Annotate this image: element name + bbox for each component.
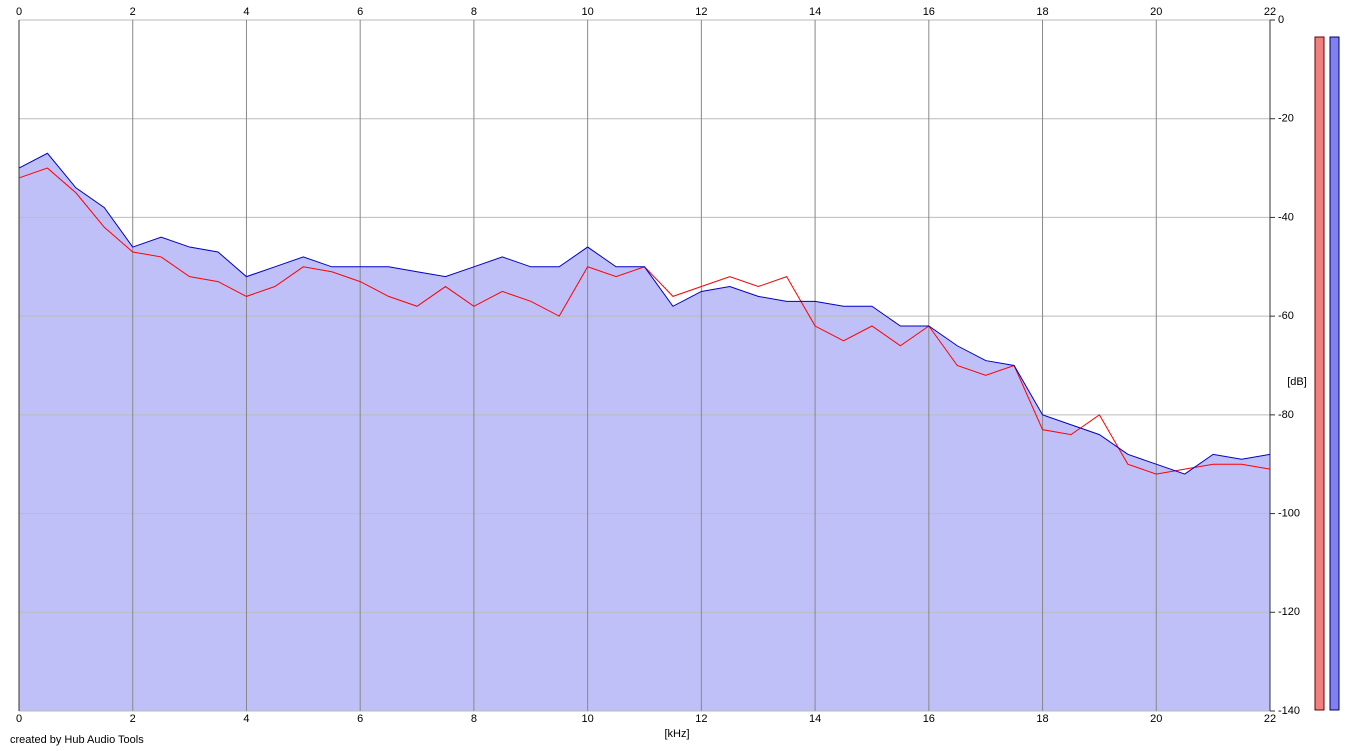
- x-tick-label: 8: [471, 713, 477, 725]
- x-tick-label-top: 20: [1150, 6, 1162, 18]
- x-tick-label-top: 18: [1036, 6, 1048, 18]
- x-tick-label-top: 4: [243, 6, 249, 18]
- y-tick-label: -140: [1278, 705, 1300, 717]
- y-tick-label: 0: [1278, 14, 1284, 26]
- x-tick-label: 4: [243, 713, 249, 725]
- x-tick-label: 14: [809, 713, 821, 725]
- x-tick-label-top: 22: [1264, 6, 1276, 18]
- x-tick-label-top: 14: [809, 6, 821, 18]
- x-tick-label-top: 12: [695, 6, 707, 18]
- x-tick-label: 20: [1150, 713, 1162, 725]
- credit: created by Hub Audio Tools: [10, 734, 144, 746]
- x-tick-label-top: 2: [130, 6, 136, 18]
- x-tick-label: 22: [1264, 713, 1276, 725]
- y-tick-label: -20: [1278, 113, 1294, 125]
- y-tick-label: -100: [1278, 507, 1300, 519]
- x-tick-label-top: 16: [923, 6, 935, 18]
- right-level-meter: [1329, 36, 1340, 711]
- y-tick-label: -80: [1278, 409, 1294, 421]
- x-tick-label: 18: [1036, 713, 1048, 725]
- x-tick-label-top: 8: [471, 6, 477, 18]
- y-tick-label: -60: [1278, 310, 1294, 322]
- x-tick-label: 16: [923, 713, 935, 725]
- x-tick-label-top: 6: [357, 6, 363, 18]
- x-axis-label: [kHz]: [664, 728, 689, 740]
- y-tick-label: -40: [1278, 211, 1294, 223]
- y-axis-label: [dB]: [1287, 376, 1307, 388]
- spectrum-line: [18, 152, 1271, 475]
- x-tick-label-top: 0: [16, 6, 22, 18]
- area: [19, 153, 1270, 711]
- x-tick-label: 6: [357, 713, 363, 725]
- x-tick-label-top: 10: [582, 6, 594, 18]
- x-tick-label: 2: [130, 713, 136, 725]
- left-level-meter: [1314, 36, 1325, 711]
- x-tick-label: 12: [695, 713, 707, 725]
- y-tick-label: -120: [1278, 606, 1300, 618]
- x-tick-label: 10: [582, 713, 594, 725]
- x-tick-label: 0: [16, 713, 22, 725]
